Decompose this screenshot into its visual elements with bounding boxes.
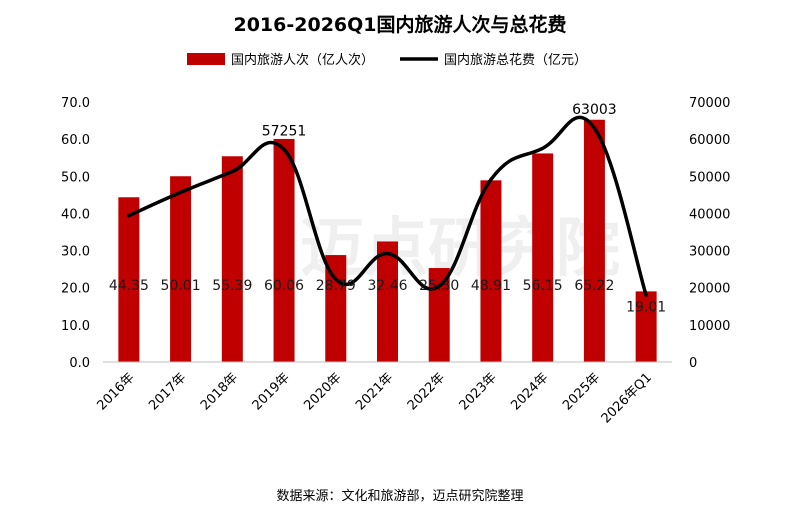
bar	[273, 138, 295, 362]
bar	[583, 119, 605, 362]
bar	[532, 153, 554, 362]
right-axis-tick-label: 0	[689, 356, 697, 371]
x-axis-tick-label: 2023年	[457, 370, 500, 413]
bar-data-label: 48.91	[471, 278, 511, 294]
chart-title: 2016-2026Q1国内旅游人次与总花费	[233, 13, 566, 36]
bar	[377, 241, 398, 362]
x-axis-tick-label: 2020年	[301, 370, 344, 413]
legend-line-label: 国内旅游总花费（亿元）	[444, 52, 587, 68]
right-axis-tick-label: 50000	[689, 170, 730, 185]
bar-data-label: 65.22	[574, 278, 614, 294]
left-axis-tick-label: 10.0	[61, 319, 90, 334]
left-axis-tick-label: 0.0	[69, 356, 90, 371]
right-axis-tick-label: 20000	[689, 282, 730, 297]
bar-data-label: 19.01	[626, 299, 666, 315]
bar	[221, 156, 243, 362]
right-axis-tick-label: 30000	[689, 245, 730, 260]
left-axis-tick-label: 30.0	[61, 245, 90, 260]
bar-data-label: 56.15	[523, 278, 563, 294]
x-axis-tick-label: 2019年	[250, 370, 293, 413]
left-axis-tick-label: 70.0	[61, 96, 90, 111]
bar-data-label: 25.30	[419, 278, 459, 294]
x-axis-tick-label: 2017年	[146, 370, 189, 413]
legend-bar-swatch	[187, 53, 225, 65]
left-axis-tick-label: 50.0	[61, 170, 90, 185]
x-axis-tick-label: 2021年	[353, 370, 396, 413]
bar	[118, 197, 140, 362]
bar-data-labels: 44.35 50.01 55.39 60.06 28.79 32.46 25.30 48.91…	[109, 278, 666, 315]
bar	[428, 268, 450, 362]
left-axis-tick-label: 60.0	[61, 133, 90, 148]
bar	[170, 176, 192, 362]
bar-data-label: 55.39	[212, 278, 252, 294]
legend: 国内旅游人次（亿人次） 国内旅游总花费（亿元）	[187, 52, 587, 68]
bar-data-label: 50.01	[161, 278, 201, 294]
right-axis-tick-label: 60000	[689, 133, 730, 148]
bar-data-label: 32.46	[367, 278, 407, 294]
bar-data-label: 28.79	[316, 278, 356, 294]
x-axis-tick-label: 2016年	[94, 370, 137, 413]
x-axis-tick-label: 2026年Q1	[599, 370, 655, 426]
line-peak-labels: 57251 63003	[262, 102, 617, 139]
total-spending-line	[127, 115, 648, 297]
x-axis-tick-label: 2025年	[560, 370, 603, 413]
source-note: 数据来源：文化和旅游部，迈点研究院整理	[276, 489, 523, 504]
x-axis-tick-label: 2022年	[405, 370, 448, 413]
bar-data-label: 60.06	[264, 278, 304, 294]
right-axis-tick-label: 70000	[689, 96, 730, 111]
bar	[635, 291, 657, 362]
x-axis: 2016年 2017年 2018年 2019年 2020年 2021年 2022年 2023年…	[94, 361, 672, 427]
left-axis-tick-label: 20.0	[61, 282, 90, 297]
left-axis-tick-label: 40.0	[61, 207, 90, 222]
legend-bar-label: 国内旅游人次（亿人次）	[231, 52, 374, 68]
x-axis-tick-label: 2024年	[508, 370, 551, 413]
right-axis-tick-label: 10000	[689, 319, 730, 334]
right-axis-tick-label: 40000	[689, 207, 730, 222]
left-axis: 0.0 10.0 20.0 30.0 40.0 50.0 60.0 70.0	[61, 96, 90, 371]
bar	[480, 180, 502, 362]
line-peak-label: 57251	[262, 123, 307, 139]
right-axis: 0 10000 20000 30000 40000 50000 60000 70000	[689, 96, 730, 371]
bar-data-label: 44.35	[109, 278, 149, 294]
x-axis-tick-label: 2018年	[198, 370, 241, 413]
line-peak-label: 63003	[572, 102, 617, 118]
bars	[118, 119, 657, 362]
